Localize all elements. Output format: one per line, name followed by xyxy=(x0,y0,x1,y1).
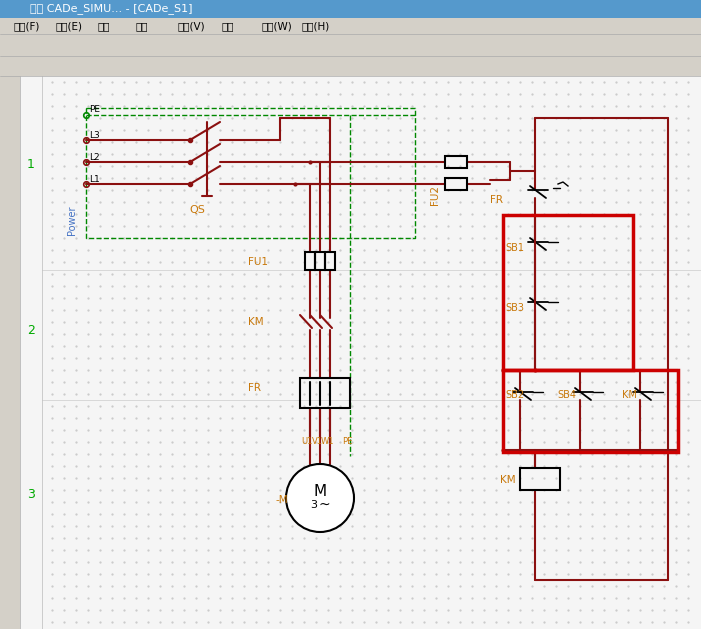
Text: PE: PE xyxy=(342,437,352,445)
Bar xyxy=(503,215,633,370)
Text: 帮助(H): 帮助(H) xyxy=(302,21,330,31)
Text: 关于 CADe_SIMU... - [CADe_S1]: 关于 CADe_SIMU... - [CADe_S1] xyxy=(30,4,193,14)
Text: 查看(V): 查看(V) xyxy=(178,21,205,31)
Circle shape xyxy=(286,464,354,532)
Bar xyxy=(315,252,325,270)
Bar xyxy=(503,370,678,452)
Text: FR: FR xyxy=(490,195,503,205)
Text: 绘图: 绘图 xyxy=(98,21,111,31)
Bar xyxy=(0,76,20,629)
Text: SB4: SB4 xyxy=(557,390,576,400)
Text: FU2: FU2 xyxy=(430,185,440,205)
Text: PE: PE xyxy=(89,106,100,114)
Bar xyxy=(0,18,701,34)
Bar xyxy=(0,56,701,76)
Text: 编辑(E): 编辑(E) xyxy=(55,21,82,31)
Text: 3: 3 xyxy=(311,500,318,510)
Text: SB2: SB2 xyxy=(505,390,524,400)
Text: ~: ~ xyxy=(318,498,329,512)
Text: SB1: SB1 xyxy=(505,243,524,253)
Text: 模拟: 模拟 xyxy=(136,21,149,31)
Text: KM: KM xyxy=(622,390,637,400)
Text: 文件(F): 文件(F) xyxy=(14,21,41,31)
Text: FU1: FU1 xyxy=(248,257,268,267)
Text: L1: L1 xyxy=(89,174,100,184)
Bar xyxy=(300,378,350,408)
Bar xyxy=(520,468,560,490)
Text: 显示: 显示 xyxy=(222,21,235,31)
Text: SB3: SB3 xyxy=(505,303,524,313)
Bar xyxy=(0,76,701,629)
Text: 2: 2 xyxy=(27,323,35,337)
Text: W1: W1 xyxy=(320,437,334,445)
Bar xyxy=(0,0,701,18)
Text: KM: KM xyxy=(248,317,264,327)
Text: KM: KM xyxy=(500,475,516,485)
Bar xyxy=(0,34,701,56)
Text: QS: QS xyxy=(189,205,205,215)
Text: L2: L2 xyxy=(89,152,100,162)
Text: FR: FR xyxy=(248,383,261,393)
Bar xyxy=(305,252,315,270)
Text: -M: -M xyxy=(275,495,287,505)
Text: 1: 1 xyxy=(27,159,35,172)
Text: L3: L3 xyxy=(89,130,100,140)
Text: M: M xyxy=(313,484,327,499)
Bar xyxy=(445,156,467,168)
Bar xyxy=(325,252,335,270)
Bar xyxy=(20,76,42,629)
Text: Power: Power xyxy=(67,205,77,235)
Text: 3: 3 xyxy=(27,489,35,501)
Bar xyxy=(445,178,467,190)
Text: V1: V1 xyxy=(311,437,322,445)
Text: 窗口(W): 窗口(W) xyxy=(262,21,293,31)
Text: U1: U1 xyxy=(301,437,313,445)
